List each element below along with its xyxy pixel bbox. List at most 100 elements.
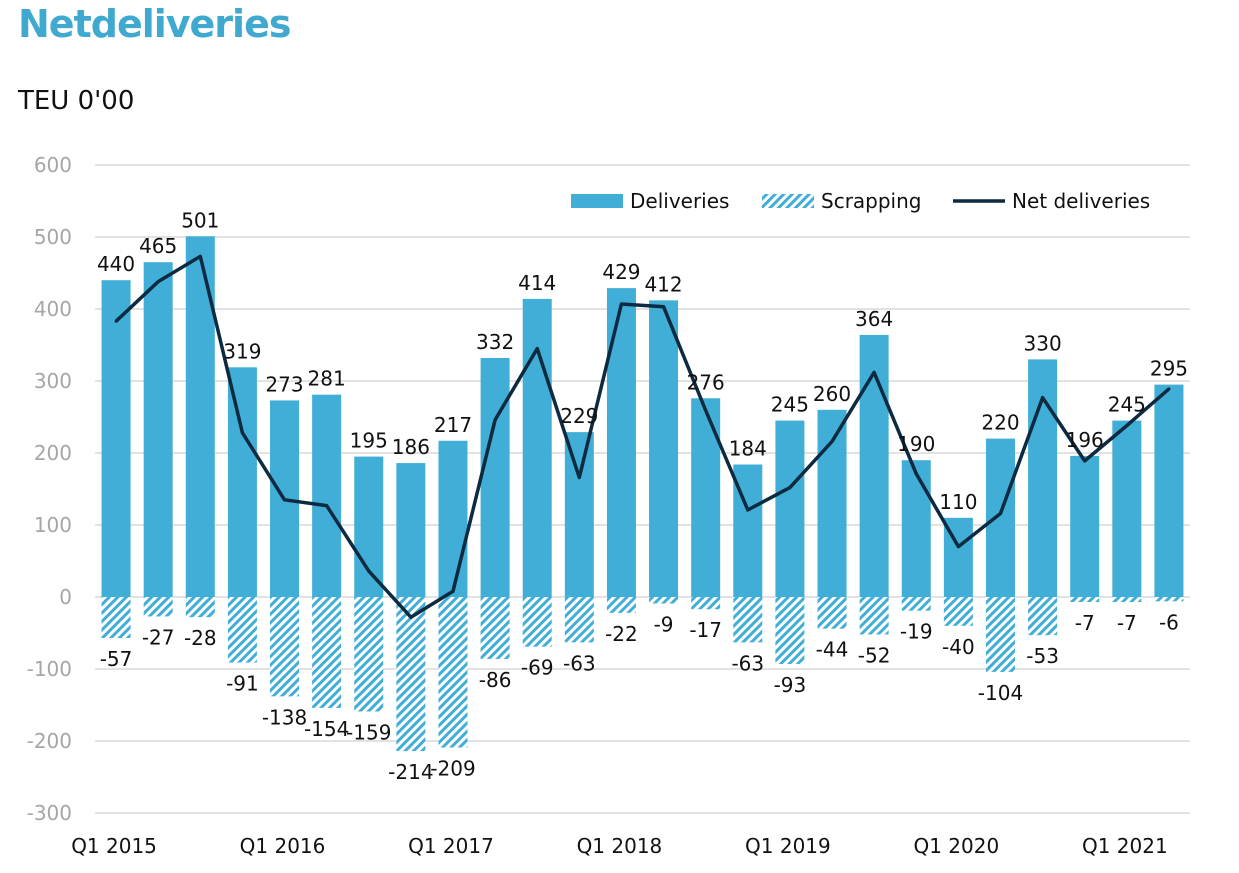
scrapping-data-label: -154 (304, 717, 349, 741)
scrapping-data-label: -69 (521, 656, 554, 680)
deliveries-data-label: 217 (434, 413, 472, 437)
scrapping-bar (1028, 597, 1058, 636)
scrapping-data-label: -57 (100, 647, 133, 671)
deliveries-bar (143, 262, 173, 597)
y-tick-label: -200 (27, 729, 72, 753)
scrapping-bar (775, 597, 805, 664)
deliveries-bar (564, 432, 594, 597)
deliveries-bar (775, 420, 805, 597)
deliveries-bar (522, 298, 552, 597)
scrapping-bar (354, 597, 384, 712)
scrapping-data-label: -22 (605, 622, 638, 646)
x-tick-label: Q1 2020 (913, 834, 999, 858)
deliveries-data-label: 273 (265, 372, 303, 396)
scrapping-bar (606, 597, 636, 613)
scrapping-bar (522, 597, 552, 647)
scrapping-data-label: -63 (563, 651, 596, 675)
unit-label: TEU 0'00 (18, 86, 135, 116)
scrapping-data-label: -209 (430, 756, 475, 780)
x-tick-label: Q1 2016 (240, 834, 326, 858)
net-deliveries-point (1125, 424, 1129, 428)
deliveries-bar (606, 288, 636, 597)
scrapping-bar (480, 597, 510, 659)
scrapping-data-label: -138 (262, 705, 307, 729)
chart-title: Netdeliveries (18, 2, 291, 46)
scrapping-bar (817, 597, 847, 629)
net-deliveries-line (114, 254, 1171, 619)
deliveries-bar (1112, 420, 1142, 597)
deliveries-data-label: 229 (560, 404, 598, 428)
scrapping-bar (1112, 597, 1142, 603)
scrapping-data-label: -40 (942, 635, 975, 659)
scrapping-bar (1070, 597, 1100, 603)
deliveries-data-label: 110 (939, 490, 977, 514)
deliveries-bar (1028, 359, 1058, 597)
scrapping-bar (859, 597, 889, 635)
net-deliveries-point (156, 280, 160, 284)
net-deliveries-point (198, 254, 202, 258)
deliveries-data-label: 196 (1066, 428, 1104, 452)
deliveries-bar (691, 398, 721, 597)
net-deliveries-point (1167, 387, 1171, 391)
scrapping-data-label: -7 (1075, 611, 1095, 635)
legend[interactable]: Deliveries Scrapping Net deliveries (571, 189, 1150, 213)
scrapping-bar (143, 597, 173, 617)
deliveries-bar (1070, 455, 1100, 597)
scrapping-bar (564, 597, 594, 643)
scrapping-bar (270, 597, 300, 697)
net-line (114, 254, 1171, 619)
net-deliveries-point (493, 418, 497, 422)
y-tick-label: -100 (27, 657, 72, 681)
scrapping-bar (227, 597, 257, 663)
net-deliveries-point (283, 498, 287, 502)
scrapping-data-label: -17 (689, 618, 722, 642)
deliveries-bar (101, 280, 131, 597)
net-deliveries-point (619, 302, 623, 306)
scrapping-data-label: -214 (388, 760, 433, 784)
net-deliveries-point (956, 545, 960, 549)
deliveries-bar (985, 438, 1015, 597)
legend-swatch-deliveries (571, 194, 623, 208)
net-deliveries-point (325, 504, 329, 508)
deliveries-bar (859, 334, 889, 597)
deliveries-data-label: 190 (897, 432, 935, 456)
scrapping-bar (691, 597, 721, 610)
scrapping-bar (1154, 597, 1184, 602)
x-tick-label: Q1 2019 (745, 834, 831, 858)
net-deliveries-point (872, 370, 876, 374)
scrapping-data-label: -53 (1026, 644, 1059, 668)
deliveries-data-label: 332 (476, 330, 514, 354)
deliveries-bar (901, 460, 931, 597)
net-deliveries-point (577, 475, 581, 479)
deliveries-data-label: 295 (1150, 357, 1188, 381)
deliveries-data-label: 184 (729, 437, 767, 461)
deliveries-data-label: 276 (687, 370, 725, 394)
deliveries-bar (185, 236, 215, 597)
scrapping-bar (985, 597, 1015, 672)
deliveries-data-label: 501 (181, 208, 219, 232)
net-deliveries-point (662, 305, 666, 309)
deliveries-bar (817, 409, 847, 597)
axes: 600 500 400 300 200 100 0 -100 -200 -300 Q1 2015 Q1… (27, 153, 1168, 858)
y-tick-label: 100 (34, 513, 72, 537)
scrapping-bar (438, 597, 468, 748)
legend-label: Deliveries (630, 189, 729, 213)
deliveries-data-label: 440 (97, 252, 135, 276)
y-tick-label: 500 (34, 225, 72, 249)
scrapping-data-label: -91 (226, 672, 259, 696)
deliveries-bar (227, 367, 257, 597)
net-deliveries-point (240, 431, 244, 435)
scrapping-bar (101, 597, 131, 639)
deliveries-data-label: 465 (139, 234, 177, 258)
deliveries-data-label: 319 (223, 339, 261, 363)
net-deliveries-point (451, 589, 455, 593)
deliveries-bar (480, 357, 510, 597)
net-deliveries-point (998, 511, 1002, 515)
scrapping-bar (396, 597, 426, 752)
scrapping-data-label: -159 (346, 720, 391, 744)
deliveries-bar (396, 463, 426, 597)
x-tick-label: Q1 2017 (408, 834, 494, 858)
y-tick-label: 600 (34, 153, 72, 177)
